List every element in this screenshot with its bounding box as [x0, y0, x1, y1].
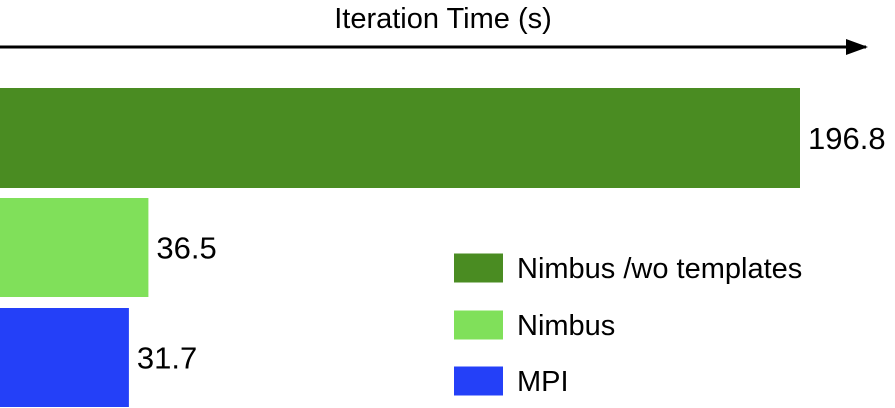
- legend-label-2: MPI: [517, 366, 569, 398]
- legend-swatch-0: [454, 253, 503, 283]
- value-label-0: 196.8: [808, 121, 886, 156]
- legend: Nimbus /wo templates Nimbus MPI: [454, 253, 802, 398]
- legend-swatch-1: [454, 310, 503, 340]
- bar-0: [0, 88, 800, 188]
- value-label-2: 31.7: [137, 341, 197, 376]
- legend-swatch-2: [454, 366, 503, 396]
- value-labels-group: 196.8 36.5 31.7: [137, 121, 886, 376]
- bar-2: [0, 308, 129, 407]
- value-label-1: 36.5: [156, 231, 216, 266]
- legend-label-1: Nimbus: [517, 310, 615, 342]
- x-axis-title: Iteration Time (s): [334, 3, 552, 35]
- bar-1: [0, 198, 149, 297]
- legend-label-0: Nimbus /wo templates: [517, 253, 802, 285]
- bars-group: [0, 88, 800, 407]
